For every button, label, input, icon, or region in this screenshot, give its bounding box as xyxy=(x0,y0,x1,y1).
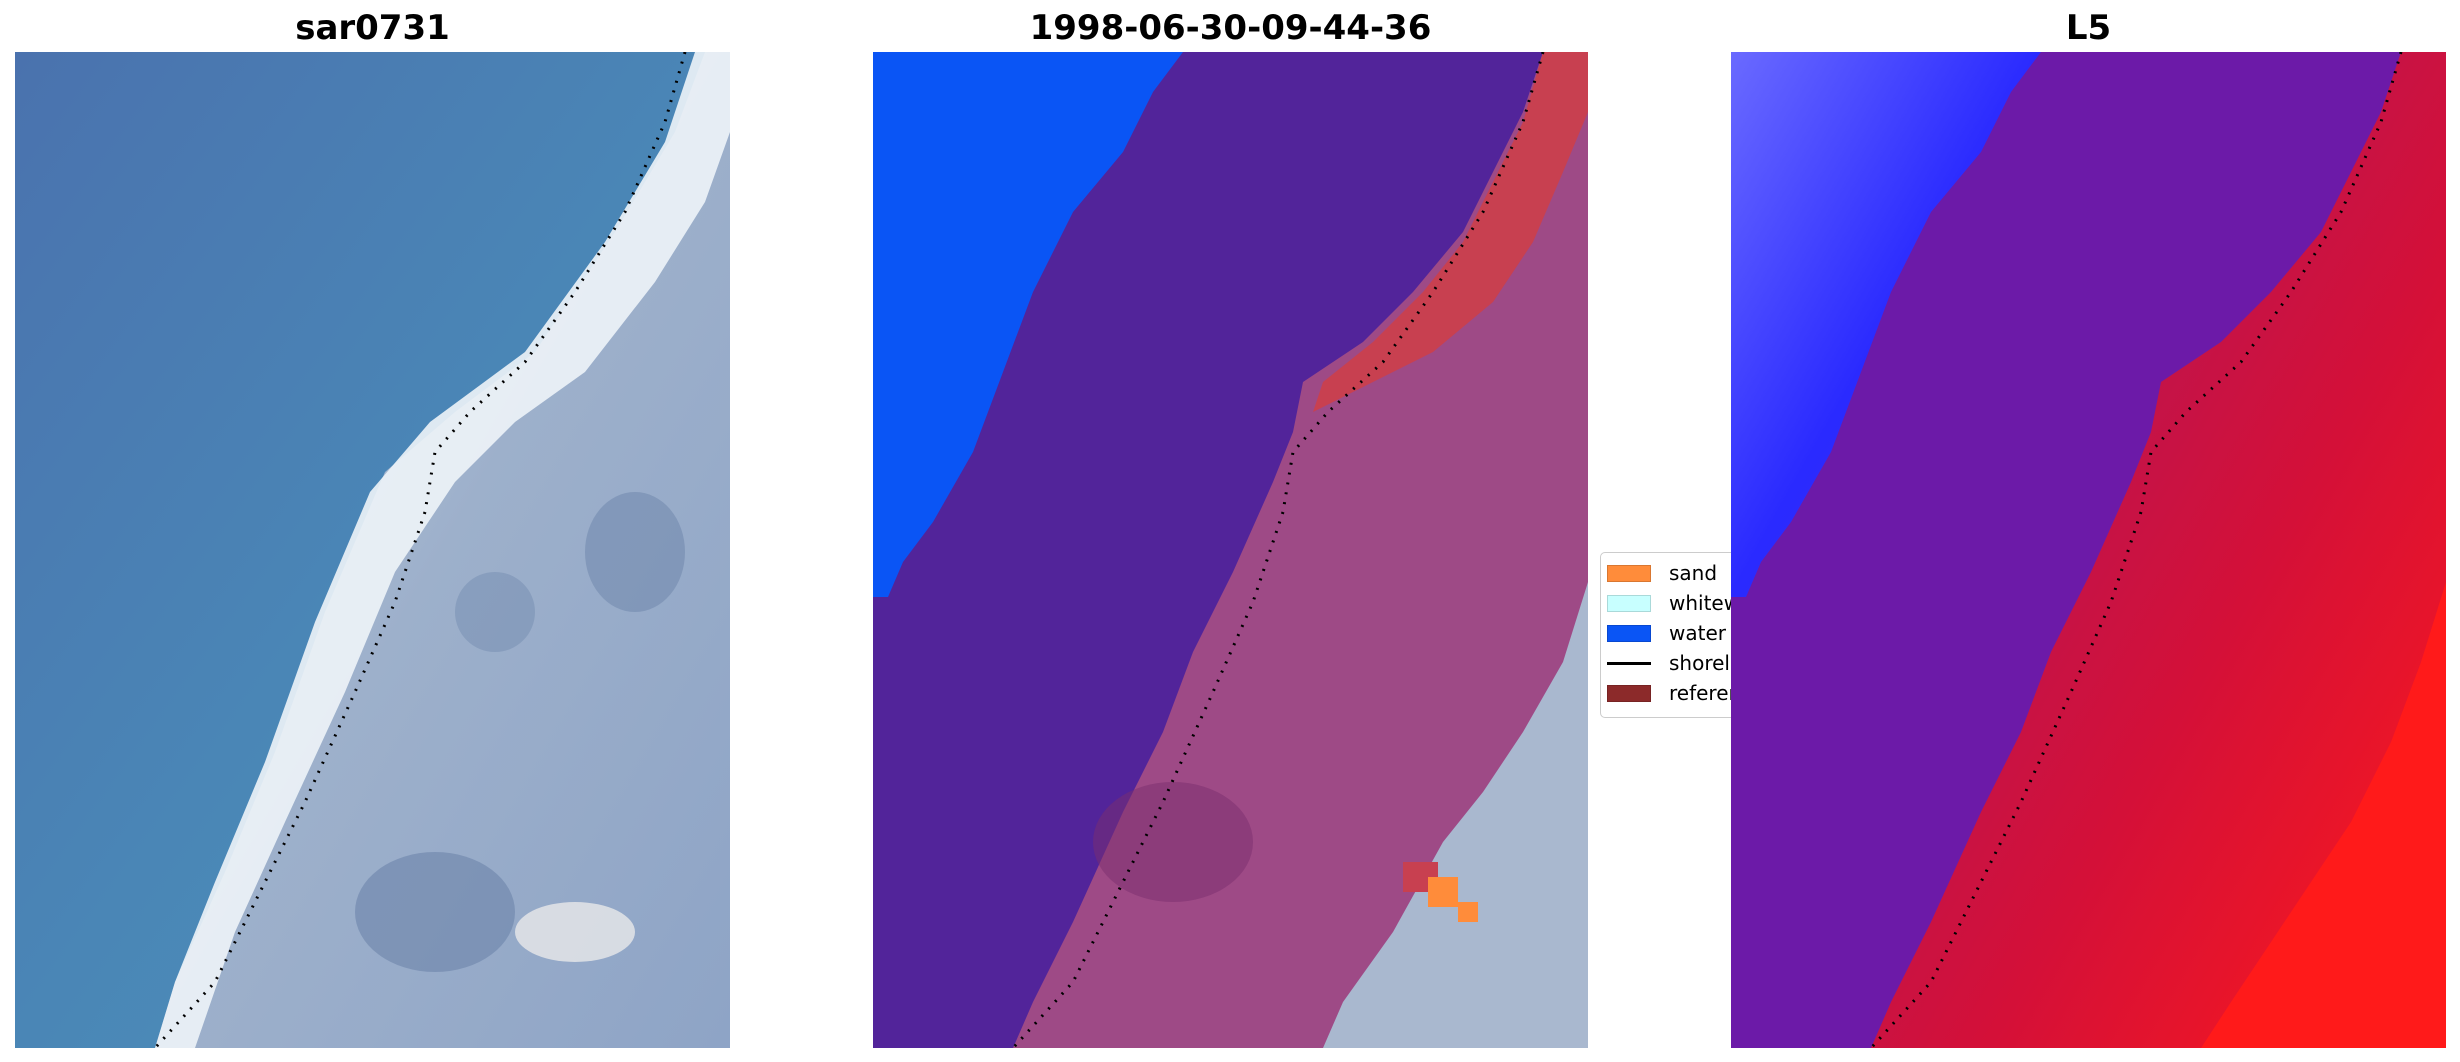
beach-strip xyxy=(155,52,730,1048)
legend: sand whitew water shorel referer xyxy=(1600,552,1740,718)
legend-item-water: water xyxy=(1607,619,1737,647)
water-class xyxy=(873,52,1183,597)
panel-title-index: L5 xyxy=(2065,8,2112,48)
reference-class xyxy=(1313,52,1588,412)
classified-image xyxy=(873,52,1588,1048)
rgb-image xyxy=(15,52,730,1048)
classified-image-panel xyxy=(873,52,1588,1048)
legend-line-swatch xyxy=(1607,662,1651,665)
legend-swatch xyxy=(1607,685,1651,702)
legend-item-shoreline: shorel xyxy=(1607,649,1737,677)
legend-swatch xyxy=(1607,565,1651,582)
index-low-area xyxy=(1731,52,2041,597)
index-high-area xyxy=(1871,52,2446,1048)
index-image xyxy=(1731,52,2446,1048)
index-image-panel xyxy=(1731,52,2446,1048)
rgb-image-panel xyxy=(15,52,730,1048)
legend-item-whitewater: whitew xyxy=(1607,589,1740,617)
white-land-class xyxy=(1323,582,1588,1048)
legend-item-reference: referer xyxy=(1607,679,1737,707)
legend-swatch xyxy=(1607,625,1651,642)
legend-swatch xyxy=(1607,595,1651,612)
index-peak-area xyxy=(2201,582,2446,1048)
legend-item-sand: sand xyxy=(1607,559,1737,587)
panel-title-rgb: sar0731 xyxy=(295,8,450,48)
panel-title-classified: 1998-06-30-09-44-36 xyxy=(1029,8,1432,48)
sand-class xyxy=(1428,877,1458,907)
